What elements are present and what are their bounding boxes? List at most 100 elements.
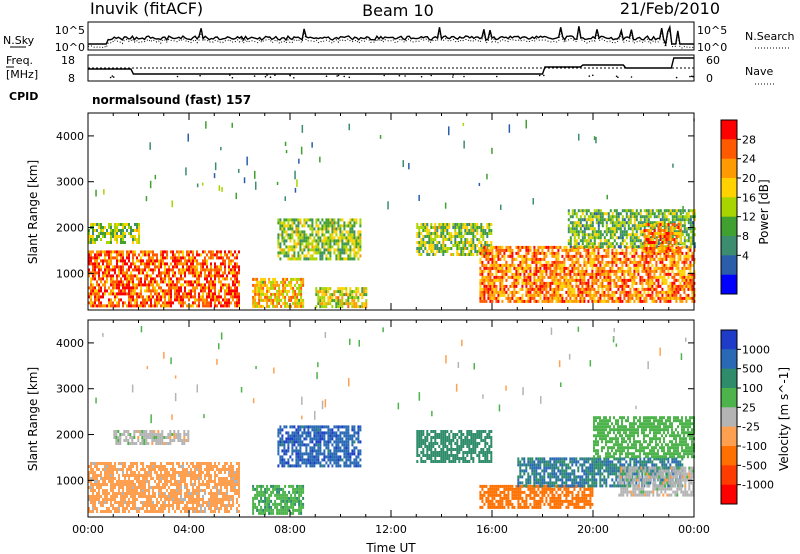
- echo-cell: [140, 468, 142, 471]
- echo-cell: [114, 462, 116, 465]
- echo-cell: [577, 209, 580, 213]
- echo-cell: [122, 229, 124, 232]
- echo-cell: [444, 238, 447, 241]
- echo-cell: [298, 292, 301, 296]
- echo-cell: [633, 245, 636, 249]
- echo-cell: [224, 268, 226, 272]
- echo-cell: [579, 251, 582, 255]
- colorbar-swatch: [721, 139, 737, 160]
- echo-cell: [631, 236, 634, 240]
- echo-cell: [140, 474, 142, 477]
- echo-cell: [176, 286, 178, 290]
- echo-cell: [128, 510, 130, 513]
- echo-cell: [549, 293, 552, 297]
- echo-cell: [333, 290, 336, 294]
- echo-cell: [132, 462, 134, 465]
- echo-cell: [482, 244, 485, 247]
- echo-cell: [543, 293, 546, 297]
- echo-cell: [102, 226, 104, 229]
- echo-cell: [555, 254, 558, 258]
- echo-cell: [637, 221, 640, 225]
- echo-cell: [631, 281, 634, 285]
- echo-cell: [289, 236, 292, 240]
- echo-cell: [202, 259, 204, 263]
- echo-cell: [200, 271, 202, 275]
- echo-cell: [134, 498, 136, 501]
- echo-cell: [547, 260, 550, 264]
- echo-cell: [681, 269, 684, 273]
- echo-cell: [204, 283, 206, 287]
- echo-cell: [226, 283, 228, 287]
- echo-cell: [691, 284, 694, 288]
- echo-cell: [543, 284, 546, 288]
- echo-cell: [659, 238, 662, 241]
- echo-cell: [210, 250, 212, 254]
- echo-cell: [321, 287, 324, 291]
- echo-cell: [583, 233, 586, 237]
- echo-cell: [90, 223, 92, 226]
- echo-cell: [327, 251, 330, 255]
- echo-cell: [689, 209, 692, 213]
- echo-cell: [677, 296, 680, 300]
- echo-cell: [509, 290, 512, 294]
- echo-cell: [426, 235, 429, 238]
- echo-cell: [331, 299, 334, 303]
- echo-cell: [472, 247, 475, 250]
- echo-cell: [597, 269, 600, 273]
- echo-cell: [589, 227, 592, 231]
- station-title: Inuvik (fitACF): [90, 0, 203, 18]
- echo-cell: [146, 289, 148, 293]
- echo-cell: [214, 268, 216, 272]
- echo-cell: [557, 287, 560, 291]
- echo-cell: [311, 233, 314, 237]
- echo-cell: [198, 274, 200, 278]
- echo-cell: [238, 292, 240, 296]
- echo-cell: [485, 275, 488, 279]
- echo-cell: [675, 272, 678, 276]
- echo-cell: [557, 257, 560, 261]
- echo-cell: [476, 226, 479, 229]
- echo-cell: [192, 286, 194, 290]
- echo-cell: [442, 226, 445, 229]
- echo-cell: [543, 257, 546, 261]
- echo-cell: [531, 272, 534, 276]
- echo-cell: [287, 221, 290, 225]
- echo-cell: [573, 242, 576, 246]
- echo-cell: [146, 265, 148, 269]
- echo-cell: [339, 251, 342, 255]
- echo-cell: [283, 248, 286, 252]
- echo-cell: [485, 284, 488, 288]
- echo-cell: [138, 253, 140, 257]
- echo-cell: [539, 284, 542, 288]
- echo-cell: [339, 305, 342, 309]
- echo-cell: [683, 224, 686, 228]
- echo-cell: [529, 257, 532, 261]
- echo-cell: [659, 275, 662, 279]
- echo-cell: [232, 271, 234, 275]
- echo-cell: [325, 221, 328, 225]
- echo-cell: [120, 223, 122, 226]
- echo-cell: [106, 471, 108, 474]
- echo-cell: [424, 244, 427, 247]
- echo-cell: [96, 462, 98, 465]
- echo-cell: [110, 253, 112, 257]
- echo-cell: [144, 298, 146, 302]
- echo-cell: [104, 471, 106, 474]
- echo-cell: [489, 296, 492, 300]
- echo-cell: [134, 474, 136, 477]
- echo-cell: [436, 226, 439, 229]
- echo-cell: [88, 295, 90, 299]
- echo-cell: [168, 268, 170, 272]
- echo-cell: [621, 260, 624, 264]
- echo-cell: [501, 293, 504, 297]
- echo-cell: [274, 277, 277, 281]
- echo-cell: [589, 233, 592, 237]
- echo-cell: [172, 259, 174, 263]
- echo-cell: [96, 265, 98, 269]
- echo-cell: [691, 299, 694, 303]
- echo-cell: [484, 232, 487, 235]
- echo-cell: [587, 284, 590, 288]
- echo-cell: [472, 244, 475, 247]
- echo-cell: [198, 295, 200, 299]
- echo-cell: [529, 275, 532, 279]
